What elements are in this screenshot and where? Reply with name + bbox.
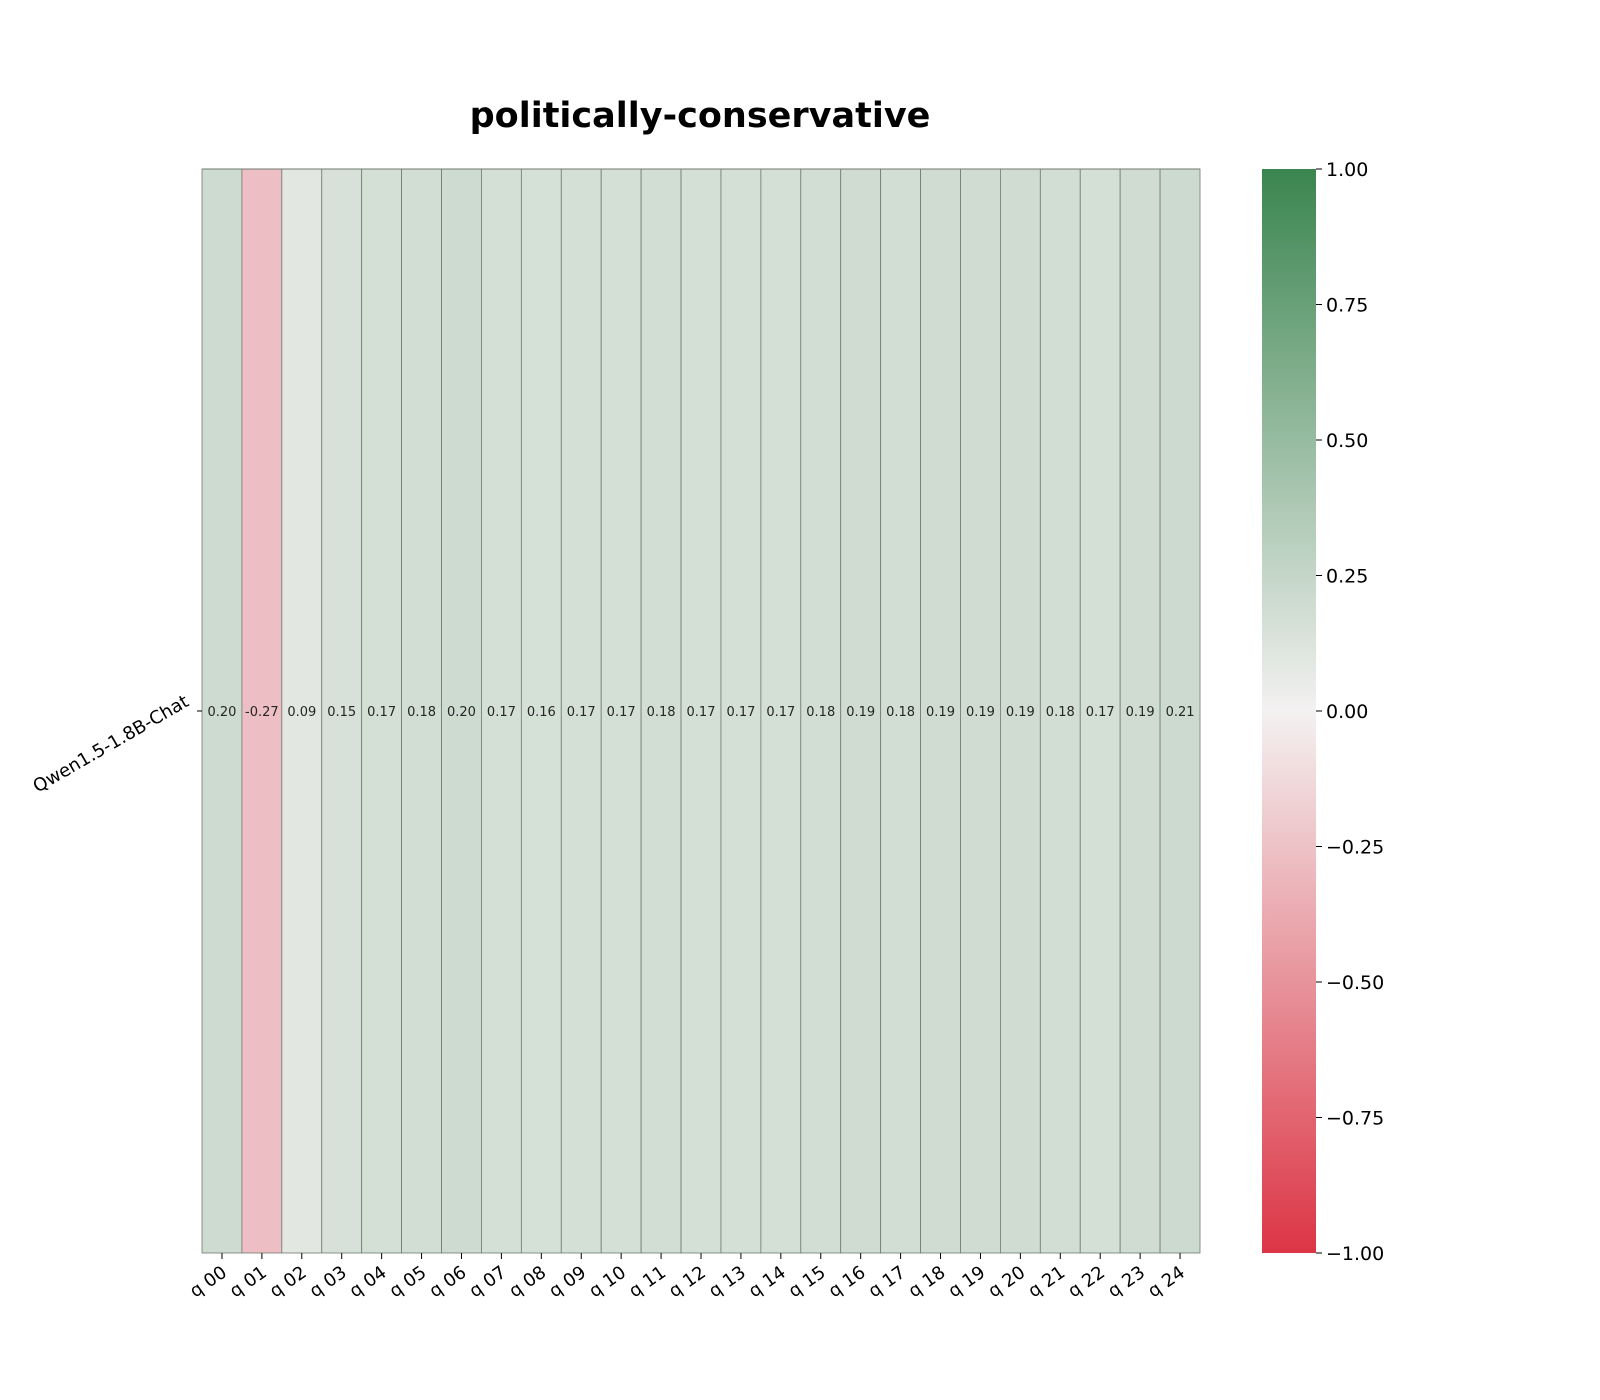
x-tick-label: q 13: [705, 1262, 750, 1302]
cell-value-label: 0.15: [327, 705, 356, 720]
cell-value-label: 0.19: [966, 705, 995, 720]
cell-value-label: 0.19: [926, 705, 955, 720]
x-tick-label: q 14: [745, 1262, 790, 1302]
x-tick-label: q 24: [1144, 1262, 1189, 1302]
colorbar-tick-label: 0.00: [1326, 701, 1368, 723]
chart-title: politically-conservative: [470, 96, 931, 136]
x-tick-label: q 01: [226, 1262, 271, 1302]
x-tick-label: q 03: [306, 1262, 351, 1302]
cell-value-label: 0.17: [687, 705, 716, 720]
cell-value-label: 0.17: [726, 705, 755, 720]
heatmap-cell: [680, 168, 722, 1254]
cell-value-label: 0.19: [1126, 705, 1155, 720]
x-tick-label: q 06: [425, 1262, 470, 1302]
heatmap-cell: [1159, 168, 1201, 1254]
cell-value-label: -0.27: [245, 705, 279, 720]
heatmap-cell-labels: 0.20 -0.27 0.09 0.15 0.17 0.18 0.20 0.17 0.16 0.1…: [207, 705, 1194, 720]
x-tick-label: q 05: [386, 1262, 431, 1302]
heatmap-cells: [201, 168, 1201, 1254]
y-axis: Qwen1.5-1.8B-Chat: [30, 691, 202, 797]
colorbar-tick-label: 0.50: [1326, 430, 1368, 452]
heatmap-cell: [241, 168, 283, 1254]
x-tick-label: q 09: [545, 1262, 590, 1302]
heatmap-cell: [201, 168, 243, 1254]
heatmap-cell: [361, 168, 402, 1254]
heatmap-cell: [640, 168, 682, 1254]
cell-value-label: 0.20: [447, 705, 476, 720]
colorbar-tick-label: 0.25: [1326, 566, 1368, 588]
cell-value-label: 0.17: [367, 705, 396, 720]
heatmap-cell: [401, 168, 442, 1254]
x-tick-label: q 21: [1024, 1262, 1069, 1302]
heatmap-cell: [880, 168, 921, 1254]
x-tick-label: q 10: [585, 1262, 630, 1302]
colorbar-tick-label: −0.75: [1326, 1108, 1384, 1130]
heatmap-cell: [960, 168, 1001, 1254]
x-tick-label: q 18: [905, 1262, 950, 1302]
cell-value-label: 0.19: [846, 705, 875, 720]
cell-value-label: 0.17: [1086, 705, 1115, 720]
cell-value-label: 0.17: [487, 705, 516, 720]
x-tick-label: q 07: [465, 1262, 510, 1302]
cell-value-label: 0.17: [766, 705, 795, 720]
heatmap-cell: [760, 168, 802, 1254]
x-tick-label: q 08: [505, 1262, 550, 1302]
heatmap-cell: [1079, 168, 1121, 1254]
cell-value-label: 0.18: [1046, 705, 1075, 720]
x-tick-label: q 02: [266, 1262, 311, 1302]
cell-value-label: 0.20: [207, 705, 236, 720]
colorbar-tick-label: −0.25: [1326, 837, 1384, 859]
heatmap-cell: [560, 168, 602, 1254]
x-tick-label: q 11: [625, 1262, 670, 1302]
x-axis: q 00q 01q 02q 03q 04q 05q 06q 07q 08q 09…: [186, 1253, 1189, 1302]
colorbar-tick-label: 1.00: [1326, 159, 1368, 181]
x-tick-label: q 22: [1064, 1262, 1109, 1302]
cell-value-label: 0.18: [407, 705, 436, 720]
heatmap-cell: [1000, 168, 1041, 1254]
y-tick-label: Qwen1.5-1.8B-Chat: [30, 691, 193, 797]
heatmap-cell: [840, 168, 882, 1254]
cell-value-label: 0.18: [886, 705, 915, 720]
colorbar-gradient: [1262, 169, 1316, 1253]
x-tick-label: q 20: [984, 1262, 1029, 1302]
x-tick-label: q 17: [865, 1262, 910, 1302]
colorbar-tick-label: 0.75: [1326, 295, 1368, 317]
cell-value-label: 0.19: [1006, 705, 1035, 720]
colorbar: 1.00 0.75 0.50 0.25 0.00 −0.25 −0.50 −0.75 −1.00: [1262, 159, 1384, 1265]
x-tick-label: q 12: [665, 1262, 710, 1302]
cell-value-label: 0.18: [806, 705, 835, 720]
cell-value-label: 0.18: [647, 705, 676, 720]
cell-value-label: 0.17: [567, 705, 596, 720]
x-tick-label: q 04: [346, 1262, 391, 1302]
heatmap-cell: [920, 168, 961, 1254]
cell-value-label: 0.16: [527, 705, 556, 720]
x-tick-label: q 15: [785, 1262, 830, 1302]
cell-value-label: 0.21: [1166, 705, 1195, 720]
x-tick-label: q 19: [944, 1262, 989, 1302]
cell-value-label: 0.09: [287, 705, 316, 720]
heatmap-cell: [481, 168, 522, 1254]
heatmap-cell: [321, 168, 363, 1254]
colorbar-tick-label: −1.00: [1326, 1243, 1384, 1265]
heatmap-cell: [800, 168, 842, 1254]
colorbar-tick-label: −0.50: [1326, 972, 1384, 994]
x-tick-label: q 16: [825, 1262, 870, 1302]
cell-value-label: 0.17: [607, 705, 636, 720]
x-tick-label: q 23: [1104, 1262, 1149, 1302]
x-tick-label: q 00: [186, 1262, 231, 1302]
